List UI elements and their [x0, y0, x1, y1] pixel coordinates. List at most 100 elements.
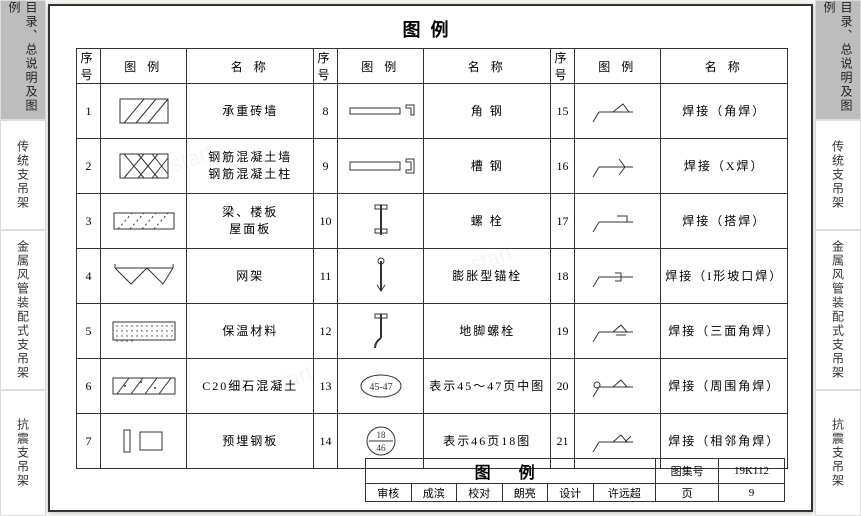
- table-body: 1承重砖墙8角 钢15焊接（角焊）2钢筋混凝土墙钢筋混凝土柱9槽 钢16焊接（X…: [77, 84, 788, 469]
- cell-name: 焊接（三面角焊）: [661, 304, 788, 359]
- symbol-icon: [575, 359, 660, 413]
- tb-page-no: 9: [719, 484, 785, 502]
- cell-symbol: [575, 359, 661, 414]
- tab-seismic[interactable]: 抗震支吊架: [0, 390, 46, 516]
- cell-seq: 11: [313, 249, 337, 304]
- tab-toc-r[interactable]: 目录、总说明及图例: [815, 0, 861, 120]
- cell-seq: 9: [313, 139, 337, 194]
- cell-name: 梁、楼板屋面板: [187, 194, 314, 249]
- symbol-icon: [338, 304, 423, 358]
- side-tabs-right: 目录、总说明及图例 传统支吊架 金属风管装配式支吊架 抗震支吊架: [815, 0, 861, 516]
- symbol-icon: [101, 139, 186, 193]
- cell-name: 网架: [187, 249, 314, 304]
- th-seq: 序号: [77, 49, 101, 84]
- cell-name: 膨胀型锚栓: [424, 249, 551, 304]
- symbol-icon: [338, 84, 423, 138]
- svg-text:45-47: 45-47: [369, 382, 392, 393]
- side-tabs-left: 目录、总说明及图例 传统支吊架 金属风管装配式支吊架 抗震支吊架: [0, 0, 46, 516]
- cell-name: 地脚螺栓: [424, 304, 551, 359]
- symbol-icon: [101, 304, 186, 358]
- tab-traditional-r[interactable]: 传统支吊架: [815, 120, 861, 230]
- cell-symbol: [101, 359, 187, 414]
- th-symbol: 图 例: [575, 49, 661, 84]
- th-seq: 序号: [313, 49, 337, 84]
- cell-name: 焊接（搭焊）: [661, 194, 788, 249]
- symbol-icon: [575, 304, 660, 358]
- title-block: 图 例 图集号 19K112 审核 成滨 校对 朗亮 设计 许远超 页 9: [365, 458, 785, 502]
- tab-seismic-r[interactable]: 抗震支吊架: [815, 390, 861, 516]
- symbol-icon: [101, 359, 186, 413]
- cell-symbol: [575, 139, 661, 194]
- svg-text:18: 18: [376, 430, 386, 440]
- cell-symbol: [101, 304, 187, 359]
- cell-symbol: [575, 304, 661, 359]
- th-name: 名 称: [424, 49, 551, 84]
- cell-seq: 6: [77, 359, 101, 414]
- tb-k: 审核: [366, 484, 412, 502]
- cell-name: 焊接（I形坡口焊）: [661, 249, 788, 304]
- drawing-page: 图例 序号 图 例 名 称 序号 图 例 名 称 序号 图 例 名 称 1 承重砖…: [48, 4, 813, 512]
- cell-name: 焊接（X焊）: [661, 139, 788, 194]
- cell-seq: 16: [550, 139, 574, 194]
- tb-v: 许远超: [593, 484, 656, 502]
- cell-symbol: [101, 194, 187, 249]
- cell-seq: 7: [77, 414, 101, 469]
- tab-metal[interactable]: 金属风管装配式支吊架: [0, 230, 46, 390]
- symbol-icon: [575, 249, 660, 303]
- cell-name: 承重砖墙: [187, 84, 314, 139]
- cell-seq: 19: [550, 304, 574, 359]
- cell-seq: 20: [550, 359, 574, 414]
- cell-seq: 17: [550, 194, 574, 249]
- cell-symbol: [101, 139, 187, 194]
- cell-seq: 1: [77, 84, 101, 139]
- cell-seq: 15: [550, 84, 574, 139]
- tab-traditional[interactable]: 传统支吊架: [0, 120, 46, 230]
- cell-symbol: [338, 194, 424, 249]
- cell-name: 槽 钢: [424, 139, 551, 194]
- symbol-icon: [101, 194, 186, 248]
- cell-symbol: [101, 249, 187, 304]
- legend-table: 序号 图 例 名 称 序号 图 例 名 称 序号 图 例 名 称 1承重砖墙8角…: [76, 48, 788, 469]
- tb-set-label: 图集号: [656, 459, 719, 484]
- table-head: 序号 图 例 名 称 序号 图 例 名 称 序号 图 例 名 称: [77, 49, 788, 84]
- tb-k: 校对: [457, 484, 503, 502]
- cell-name: 焊接（角焊）: [661, 84, 788, 139]
- cell-symbol: [101, 414, 187, 469]
- symbol-icon: [338, 194, 423, 248]
- tb-v: 朗亮: [502, 484, 548, 502]
- symbol-icon: [338, 249, 423, 303]
- tab-metal-r[interactable]: 金属风管装配式支吊架: [815, 230, 861, 390]
- th-symbol: 图 例: [101, 49, 187, 84]
- cell-seq: 14: [313, 414, 337, 469]
- symbol-icon: [338, 139, 423, 193]
- cell-name: 预埋钢板: [187, 414, 314, 469]
- cell-name: 焊接（周围角焊）: [661, 359, 788, 414]
- th-name: 名 称: [661, 49, 788, 84]
- cell-seq: 4: [77, 249, 101, 304]
- cell-name: 螺 栓: [424, 194, 551, 249]
- cell-name: 钢筋混凝土墙钢筋混凝土柱: [187, 139, 314, 194]
- tab-toc[interactable]: 目录、总说明及图例: [0, 0, 46, 120]
- symbol-icon: [575, 194, 660, 248]
- cell-seq: 5: [77, 304, 101, 359]
- page-title: 图例: [50, 6, 811, 48]
- cell-symbol: [575, 194, 661, 249]
- tb-set-no: 19K112: [719, 459, 785, 484]
- cell-name: 角 钢: [424, 84, 551, 139]
- th-name: 名 称: [187, 49, 314, 84]
- tb-k: 设计: [548, 484, 594, 502]
- cell-symbol: [338, 304, 424, 359]
- cell-symbol: [338, 84, 424, 139]
- svg-text:46: 46: [376, 443, 386, 453]
- th-symbol: 图 例: [338, 49, 424, 84]
- cell-symbol: [575, 249, 661, 304]
- cell-name: 表示45～47页中图: [424, 359, 551, 414]
- symbol-icon: [101, 84, 186, 138]
- cell-symbol: [575, 84, 661, 139]
- cell-seq: 10: [313, 194, 337, 249]
- cell-name: 保温材料: [187, 304, 314, 359]
- symbol-icon: [575, 139, 660, 193]
- symbol-icon: [101, 249, 186, 303]
- cell-name: C20细石混凝土: [187, 359, 314, 414]
- symbol-icon: [101, 414, 186, 468]
